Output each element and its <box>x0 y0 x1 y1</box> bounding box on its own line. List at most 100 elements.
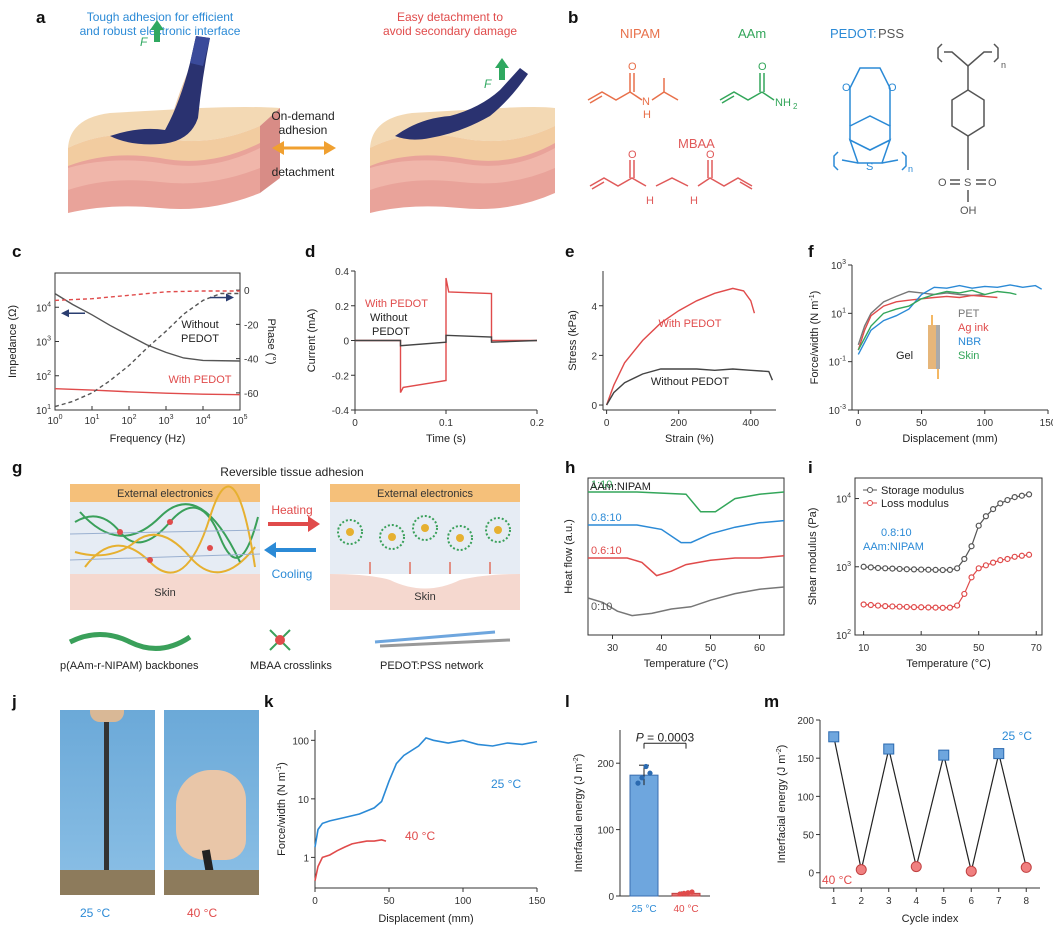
panel-a-right-caption-1: Easy detachment to <box>397 10 503 24</box>
nipam-n: N <box>642 96 650 108</box>
c-annot-without-2: PEDOT <box>181 333 219 345</box>
nipam-o: O <box>628 61 637 73</box>
i-point <box>968 543 975 550</box>
i-point <box>918 566 925 573</box>
force-label-left: F <box>140 35 148 49</box>
f-ytick-label: 101 <box>831 307 846 320</box>
m-point-25 <box>938 749 950 761</box>
d-legend-with: With PEDOT <box>365 298 428 310</box>
k-ytick-label: 100 <box>292 736 309 747</box>
g-legend-backbone-icon <box>68 632 192 651</box>
panel-a-left-caption-2: and robust electronic interface <box>80 24 241 38</box>
l-point <box>647 770 653 776</box>
h-xtick-label: 60 <box>754 643 766 654</box>
k-xtick-label: 50 <box>383 896 395 907</box>
h-ylabel: Heat flow (a.u.) <box>563 519 575 594</box>
f-xtick-label: 50 <box>916 418 928 429</box>
mbaa-label: MBAA <box>678 136 715 151</box>
e-ytick-label: 0 <box>591 401 597 412</box>
i-point <box>975 522 982 529</box>
d-ytick-label: -0.2 <box>332 371 350 382</box>
i-point <box>1025 551 1033 558</box>
i-legend-marker <box>867 487 873 493</box>
panel-b-chemistry: NIPAM AAm PEDOT : PSS O N H O NH 2 MBAA … <box>587 26 1006 217</box>
l-bar-0 <box>629 774 659 897</box>
c-annot-with: With PEDOT <box>169 374 232 386</box>
i-point <box>889 603 896 610</box>
k-annot-25: 25 °C <box>491 777 521 791</box>
m-point-25 <box>828 731 840 743</box>
d-ytick-label: -0.4 <box>332 406 350 417</box>
i-point <box>874 564 882 572</box>
f-series-nbr <box>857 284 1043 355</box>
pss-structure <box>937 43 999 202</box>
f-xlabel: Displacement (mm) <box>902 433 997 445</box>
e-series-without-pedot <box>605 368 774 406</box>
mbaa-h2: H <box>690 195 698 207</box>
c-xtick-label: 101 <box>84 414 99 427</box>
g-ext-left-label: External electronics <box>117 488 213 500</box>
h-series-0.8-10 <box>588 519 785 544</box>
m-ytick-label: 150 <box>797 754 814 765</box>
chart-k-peel: 0 50 100 150 1 10 100 Displacement (mm) Force/wi… <box>276 730 546 925</box>
chart-f-peel: 0 50 100 150 10-3 10-1 101 103 Displacement (mm)… <box>809 259 1053 445</box>
i-point <box>997 557 1004 564</box>
c-xtick-label: 104 <box>195 414 210 427</box>
c-series-without-pedot-phase <box>54 292 240 408</box>
i-point <box>1025 491 1033 498</box>
i-point <box>896 565 903 573</box>
m-point-40 <box>855 864 867 876</box>
m-point-25 <box>883 743 895 755</box>
c-xtick-label: 100 <box>47 414 62 427</box>
g-collapsed-clusters <box>337 515 511 551</box>
i-xlabel: Temperature (°C) <box>906 658 990 670</box>
d-xtick-label: 0.1 <box>439 418 453 429</box>
i-point <box>1018 492 1025 499</box>
h-xlabel: Temperature (°C) <box>644 658 728 670</box>
i-point <box>989 559 997 566</box>
i-xtick-label: 30 <box>916 643 928 654</box>
m-xtick-label: 8 <box>1023 896 1029 907</box>
aam-label: AAm <box>738 26 766 41</box>
d-series-without-pedot <box>355 334 538 347</box>
chart-m-cycles: 1 2 3 4 5 6 7 8 0 50 100 150 200 Cycle index Interfaci… <box>776 716 1040 925</box>
i-point <box>910 604 918 611</box>
m-xtick-label: 7 <box>996 896 1002 907</box>
panel-label-g: g <box>12 458 23 477</box>
photo-25c <box>60 710 155 895</box>
f-legend-nbr: NBR <box>958 336 981 348</box>
pss-label: PSS <box>878 26 904 41</box>
skin-block-left <box>68 36 280 213</box>
g-ext-left <box>70 484 260 502</box>
m-ytick-label: 100 <box>797 792 814 803</box>
c-y2tick-label: -20 <box>244 320 259 331</box>
l-ylabel: Interfacial energy (J m-2) <box>573 754 585 873</box>
i-point <box>975 565 982 572</box>
panel-label-b: b <box>568 8 579 27</box>
l-ytick-label: 0 <box>608 892 614 903</box>
m-xtick-label: 1 <box>831 896 837 907</box>
f-ytick-label: 10-3 <box>829 404 846 417</box>
i-point <box>903 603 910 611</box>
g-legend-mbaa-icon <box>269 629 291 651</box>
g-detach-arrows <box>369 562 491 574</box>
e-xtick-label: 400 <box>742 418 759 429</box>
g-skin-right-label: Skin <box>414 591 435 603</box>
h-xtick-label: 30 <box>607 643 619 654</box>
mbaa-o2: O <box>706 149 715 161</box>
mbaa-o1: O <box>628 149 637 161</box>
i-point <box>989 506 997 513</box>
h-series-label: 1:10 <box>591 479 612 491</box>
m-ytick-label: 0 <box>808 869 814 880</box>
force-arrow-left <box>150 20 164 42</box>
k-xtick-label: 0 <box>312 896 318 907</box>
g-legend-3: PEDOT:PSS network <box>380 660 484 672</box>
i-annot-ratio: 0.8:10 <box>881 527 912 539</box>
e-series-with-pedot <box>605 287 756 406</box>
i-frame <box>854 477 1043 636</box>
c-annot-without-1: Without <box>181 319 218 331</box>
l-point <box>643 763 649 770</box>
panel-label-c: c <box>12 242 22 261</box>
e-xlabel: Strain (%) <box>665 433 714 445</box>
f-legend-pet: PET <box>958 308 980 320</box>
